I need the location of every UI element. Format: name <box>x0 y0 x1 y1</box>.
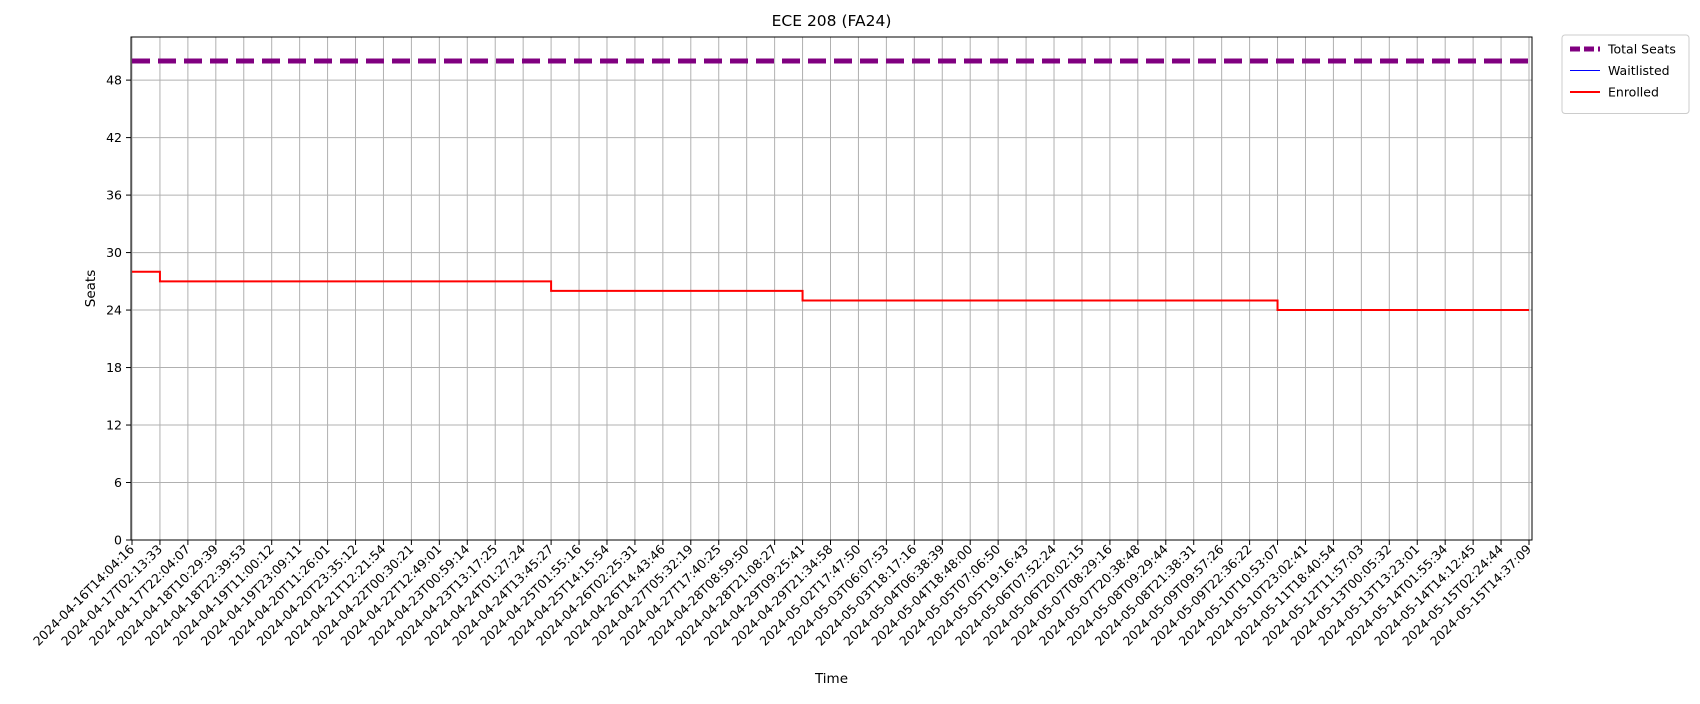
y-tick-label: 18 <box>106 360 122 375</box>
y-axis-label: Seats <box>83 270 99 307</box>
y-tick-label: 36 <box>106 188 122 203</box>
legend: Total Seats Waitlisted Enrolled <box>1561 34 1690 114</box>
y-tick-label: 42 <box>106 130 122 145</box>
y-tick-label: 24 <box>106 303 122 318</box>
y-axis-ticks: 0 6 12 18 24 30 36 42 48 <box>106 73 131 548</box>
x-axis-label: Time <box>814 671 848 687</box>
plot-frame <box>130 36 1533 541</box>
chart-title: ECE 208 (FA24) <box>772 12 892 30</box>
y-tick-label: 48 <box>106 73 122 88</box>
x-axis-ticks: 2024-04-16T14:04:162024-04-17T02:13:3320… <box>30 540 1534 649</box>
y-tick-label: 30 <box>106 245 122 260</box>
legend-box <box>1561 34 1690 114</box>
y-tick-label: 12 <box>106 418 122 433</box>
y-tick-label: 0 <box>114 533 122 548</box>
legend-label: Waitlisted <box>1608 63 1670 78</box>
series-line-enrolled <box>132 270 1529 312</box>
legend-label: Enrolled <box>1608 85 1659 100</box>
legend-label: Total Seats <box>1607 42 1676 57</box>
grid-lines <box>131 37 1532 541</box>
y-tick-label: 6 <box>114 475 122 490</box>
